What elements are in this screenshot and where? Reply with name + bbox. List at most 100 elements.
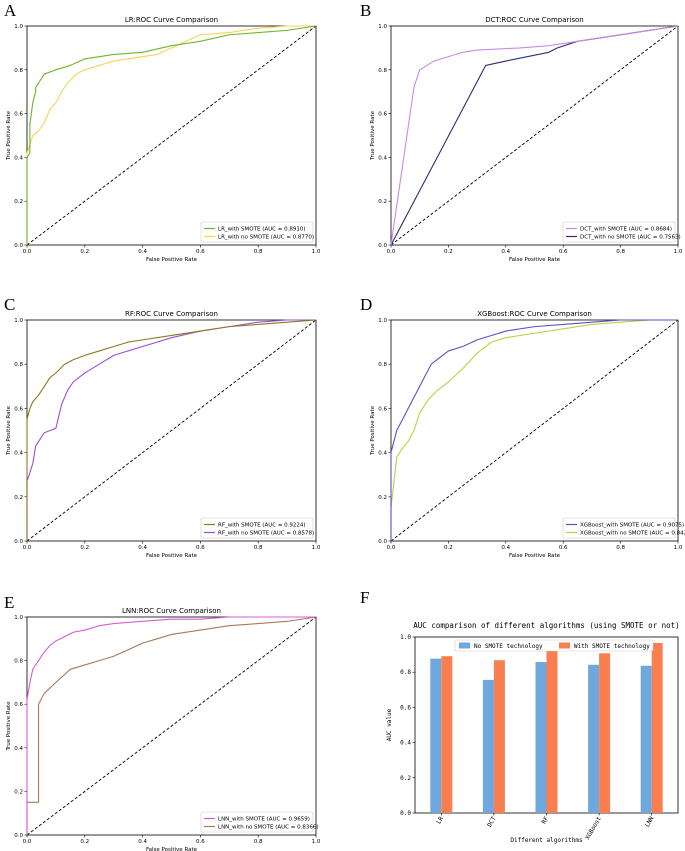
y-tick-label: 1.0 <box>378 24 387 30</box>
x-tick-label: 0.0 <box>387 545 396 551</box>
roc-series-line-1 <box>26 616 316 835</box>
plot-frame <box>26 25 317 246</box>
y-tick-label: 1.0 <box>14 24 23 30</box>
bar-no-smote <box>588 664 600 813</box>
bar-with-smote <box>441 656 453 813</box>
y-tick-label: 1.0 <box>400 634 411 641</box>
roc-series-line-1 <box>390 25 679 246</box>
chance-diagonal-line <box>26 25 317 246</box>
y-axis-label: True Positive Rate <box>370 405 376 456</box>
bar-no-smote <box>430 658 442 813</box>
x-tick-label: 1.0 <box>674 249 683 255</box>
y-tick-label: 0.2 <box>14 495 23 501</box>
y-tick-label: 0.8 <box>14 659 23 665</box>
x-tick-label: 1.0 <box>312 249 321 255</box>
plot-frame <box>390 319 679 542</box>
roc-series-line-1 <box>26 25 317 245</box>
bar-no-smote <box>482 679 494 813</box>
x-axis-label: False Positive Rate <box>146 847 198 851</box>
x-tick-label: LNN <box>644 815 656 828</box>
y-tick-label: 0.2 <box>378 495 387 501</box>
y-tick-label: 0.2 <box>378 199 387 205</box>
y-tick-label: 1.0 <box>378 318 387 324</box>
legend-box <box>200 517 314 539</box>
legend-label: DCT_with SMOTE (AUC = 0.8684) <box>580 227 672 233</box>
legend-label: XGBoost_with no SMOTE (AUC = 0.8421) <box>580 531 685 537</box>
x-tick-label: 0.6 <box>559 545 568 551</box>
y-tick-label: 0.8 <box>400 669 411 676</box>
legend-box <box>454 639 654 652</box>
y-tick-label: 0.4 <box>14 155 23 161</box>
bar-no-smote <box>535 662 547 813</box>
chart-title: RF:ROC Curve Comparison <box>125 310 218 318</box>
bar-no-smote <box>640 665 652 813</box>
x-tick-label: 0.8 <box>616 249 625 255</box>
x-tick-label: 0.2 <box>444 249 453 255</box>
y-tick-label: 0.2 <box>14 789 23 795</box>
y-tick-label: 0.0 <box>14 539 23 545</box>
x-tick-label: 0.6 <box>196 249 205 255</box>
y-axis-label: True Positive Rate <box>6 701 12 752</box>
y-tick-label: 0.8 <box>14 68 23 74</box>
panel-letter: F <box>360 588 369 607</box>
x-tick-label: 0.4 <box>138 839 147 845</box>
x-tick-label: 0.2 <box>80 839 89 845</box>
legend-box <box>562 517 676 539</box>
x-tick-label: 0.6 <box>559 249 568 255</box>
legend-label: XGBoost_with SMOTE (AUC = 0.9075) <box>580 523 684 529</box>
y-tick-label: 0.6 <box>378 406 387 412</box>
roc-series-line-2 <box>26 616 317 835</box>
x-tick-label: 0.4 <box>501 249 510 255</box>
y-tick-label: 1.0 <box>14 615 23 621</box>
y-tick-label: 0.6 <box>14 406 23 412</box>
y-tick-label: 0.4 <box>14 451 23 457</box>
bar-with-smote <box>651 643 663 813</box>
bar-with-smote <box>546 650 558 813</box>
x-tick-label: 0.6 <box>196 545 205 551</box>
panel-c-roc-chart: C RF:ROC Curve Comparison 0.00.0 0.2 0.2 0.4 0… <box>4 295 321 559</box>
chart-title: LNN:ROC Curve Comparison <box>122 607 221 615</box>
x-tick-label: 0.4 <box>138 545 147 551</box>
x-tick-label: 0.0 <box>387 249 396 255</box>
x-axis-label: False Positive Rate <box>146 553 198 559</box>
panel-letter: C <box>4 295 15 314</box>
y-tick-label: 0.0 <box>378 539 387 545</box>
chart-title: AUC comparison of different algorithms (… <box>413 621 679 630</box>
legend-label: With SMOTE technology <box>574 643 650 650</box>
plot-frame <box>390 25 679 246</box>
y-tick-label: 0.4 <box>378 451 387 457</box>
y-tick-label: 0.2 <box>400 775 411 782</box>
y-tick-label: 0.6 <box>400 704 411 711</box>
legend-label: LR_with no SMOTE (AUC = 0.8770) <box>218 235 314 241</box>
x-tick-label: 0.0 <box>23 249 32 255</box>
y-tick-label: 0.2 <box>14 199 23 205</box>
roc-series-line-2 <box>390 319 678 541</box>
x-tick-label: DCT <box>486 815 498 828</box>
chart-title: DCT:ROC Curve Comparison <box>485 16 583 24</box>
x-tick-label: 0.2 <box>444 545 453 551</box>
panel-f-bar-chart: F AUC comparison of different algorithms … <box>360 588 680 844</box>
legend-label: RF_with SMOTE (AUC = 0.9224) <box>218 523 306 529</box>
x-tick-label: RF <box>541 815 551 825</box>
panel-letter: E <box>4 593 14 612</box>
x-tick-label: 0.4 <box>138 249 147 255</box>
y-tick-label: 0.8 <box>378 362 387 368</box>
x-tick-label: 1.0 <box>312 545 321 551</box>
roc-series-line-1 <box>390 319 678 541</box>
panel-b-roc-chart: B DCT:ROC Curve Comparison 0.00.0 0.2 0.2 0.4… <box>360 1 683 263</box>
y-axis-label: True Positive Rate <box>6 405 12 456</box>
legend-label: No SMOTE technology <box>474 643 543 650</box>
panel-letter: B <box>360 1 371 20</box>
chart-title: XGBoost:ROC Curve Comparison <box>477 310 592 318</box>
roc-series-line-1 <box>26 319 317 541</box>
legend-swatch <box>559 642 570 649</box>
y-tick-label: 0.4 <box>378 155 387 161</box>
x-tick-label: 0.6 <box>196 839 205 845</box>
panel-a-roc-chart: A LR:ROC Curve Comparison 0.00.0 0.2 0.2 0.4 0… <box>4 1 321 263</box>
y-tick-label: 0.6 <box>14 112 23 118</box>
x-axis-label: Different algorithms <box>510 837 583 844</box>
y-axis-label: AUC value <box>386 708 393 741</box>
chance-diagonal-line <box>26 616 317 836</box>
y-axis-label: True Positive Rate <box>6 110 12 161</box>
